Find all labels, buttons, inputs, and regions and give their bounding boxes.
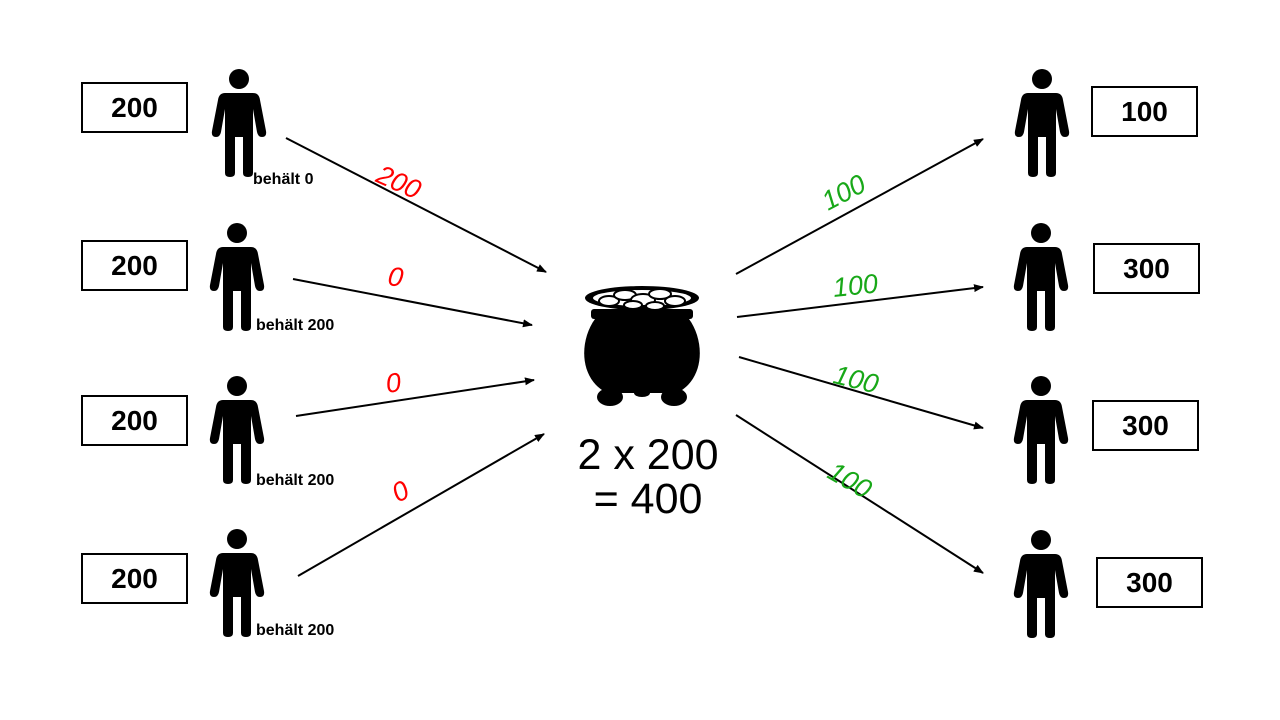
endowment-box-3: 200 — [81, 395, 188, 446]
endowment-box-4: 200 — [81, 553, 188, 604]
person-icon — [1013, 223, 1069, 331]
keeps-label-1: behält 0 — [253, 171, 314, 188]
person-icon — [1013, 376, 1069, 484]
payout-arrow-4 — [735, 414, 984, 574]
person-icon — [211, 69, 267, 177]
payout-arrow-2 — [736, 284, 984, 318]
person-icon — [209, 376, 265, 484]
contribution-arrow-2 — [292, 278, 533, 328]
keeps-label-2: behält 200 — [256, 317, 335, 334]
contribution-amount-3: 0 — [384, 367, 403, 399]
money-pot-icon — [584, 286, 700, 406]
endowment-box-2: 200 — [81, 240, 188, 291]
keeps-label-3: behält 200 — [256, 472, 335, 489]
total-box-2: 300 — [1093, 243, 1200, 294]
total-box-3: 300 — [1092, 400, 1199, 451]
person-icon — [209, 223, 265, 331]
total-box-4: 300 — [1096, 557, 1203, 608]
payout-arrow-1 — [735, 138, 984, 275]
contribution-arrow-4 — [297, 433, 545, 577]
contribution-arrow-1 — [285, 137, 547, 273]
keeps-label-4: behält 200 — [256, 622, 335, 639]
payout-amount-2: 100 — [831, 268, 880, 303]
contribution-arrow-3 — [295, 377, 535, 417]
total-box-1: 100 — [1091, 86, 1198, 137]
payout-arrow-3 — [738, 356, 984, 430]
person-icon — [209, 529, 265, 637]
person-icon — [1014, 69, 1070, 177]
endowment-box-1: 200 — [81, 82, 188, 133]
person-icon — [1013, 530, 1069, 638]
pot-multiplier-text: 2 x 200 — [577, 431, 719, 479]
pot-total-text: = 400 — [593, 475, 703, 523]
